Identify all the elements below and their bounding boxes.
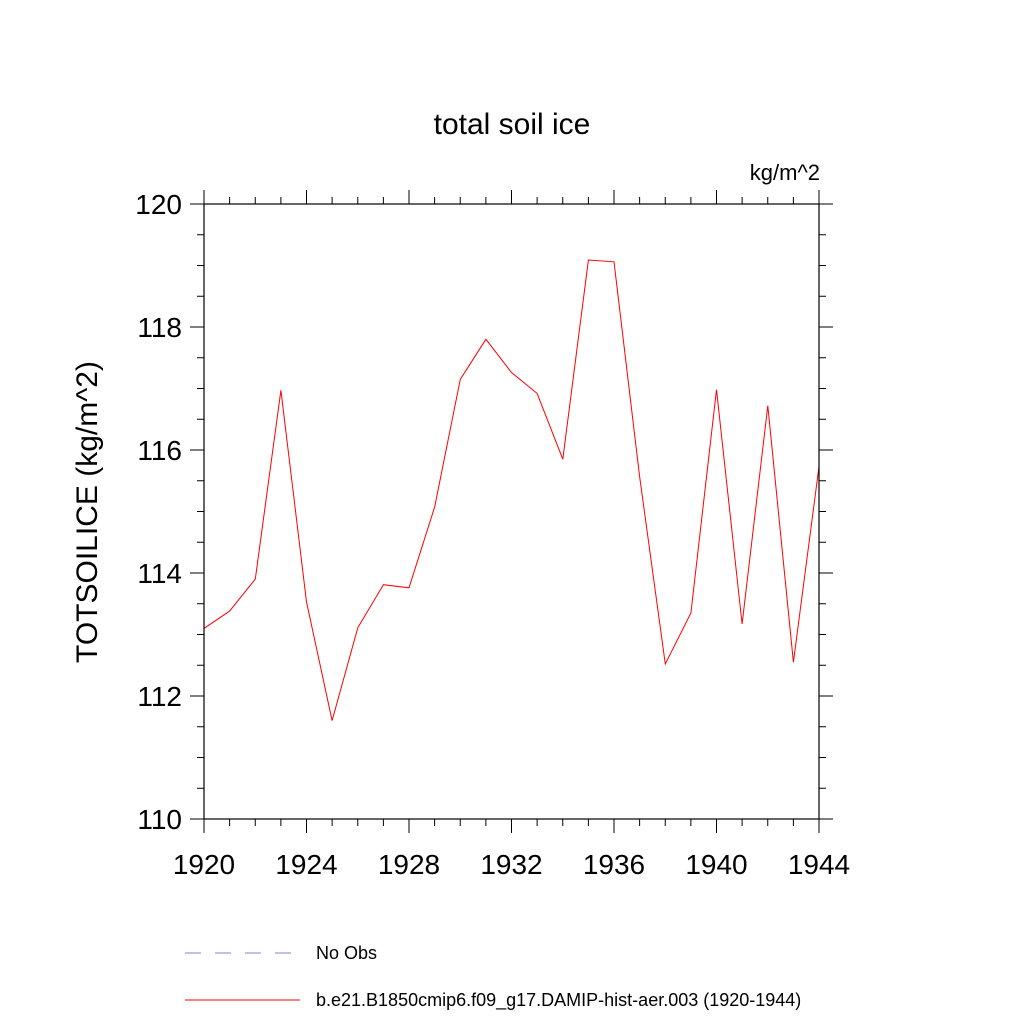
legend-label-model-run: b.e21.B1850cmip6.f09_g17.DAMIP-hist-aer.… (316, 990, 801, 1011)
chart-title: total soil ice (434, 108, 591, 141)
x-tick-label: 1932 (480, 849, 542, 880)
y-axis-label: TOTSOILICE (kg/m^2) (71, 361, 104, 663)
series-layer (203, 259, 820, 721)
legend: No Obs b.e21.B1850cmip6.f09_g17.DAMIP-hi… (185, 943, 801, 1011)
x-tick-label: 1936 (583, 849, 645, 880)
x-tick-label: 1920 (173, 849, 235, 880)
y-tick-label: 120 (135, 189, 182, 220)
x-tick-label: 1944 (788, 849, 850, 880)
series-line-0 (203, 259, 820, 721)
y-tick-label: 116 (137, 435, 182, 466)
y-tick-label: 112 (137, 681, 182, 712)
legend-label-no-obs: No Obs (316, 943, 377, 963)
x-tick-label: 1924 (275, 849, 337, 880)
y-tick-label: 118 (137, 312, 182, 343)
units-label: kg/m^2 (750, 160, 820, 185)
y-tick-label: 110 (137, 804, 182, 835)
axis-ticks (190, 190, 833, 833)
y-tick-label: 114 (137, 558, 182, 589)
axis-tick-labels: 1920 1924 1928 1932 1936 1940 1944 110 112 114 116… (135, 189, 850, 880)
x-tick-label: 1940 (685, 849, 747, 880)
plot-frame (203, 203, 820, 820)
x-tick-label: 1928 (378, 849, 440, 880)
